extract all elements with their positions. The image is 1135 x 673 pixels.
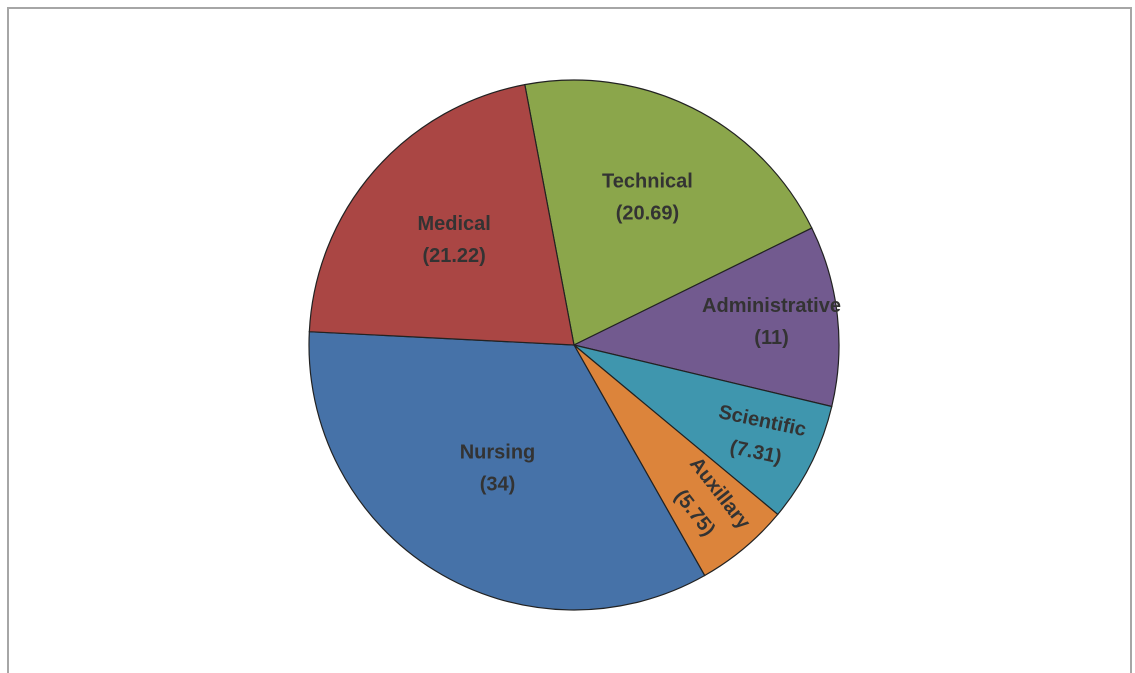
pie-slice [572, 227, 840, 408]
chart-border [7, 7, 1132, 673]
slice-value-label: (11) [754, 327, 788, 349]
slice-value-label: (20.69) [616, 202, 679, 224]
pie-slice [308, 83, 575, 346]
slice-value-label: (21.22) [422, 245, 485, 267]
slice-value-label: (34) [480, 473, 516, 495]
pie-slice [573, 344, 833, 516]
pie-slice [524, 79, 813, 346]
slice-label: Medical [417, 213, 490, 235]
slice-label: Nursing [460, 441, 536, 463]
slice-label: Administrative [702, 295, 841, 317]
pie-slice [308, 331, 706, 611]
slice-label: Technical [602, 170, 693, 192]
